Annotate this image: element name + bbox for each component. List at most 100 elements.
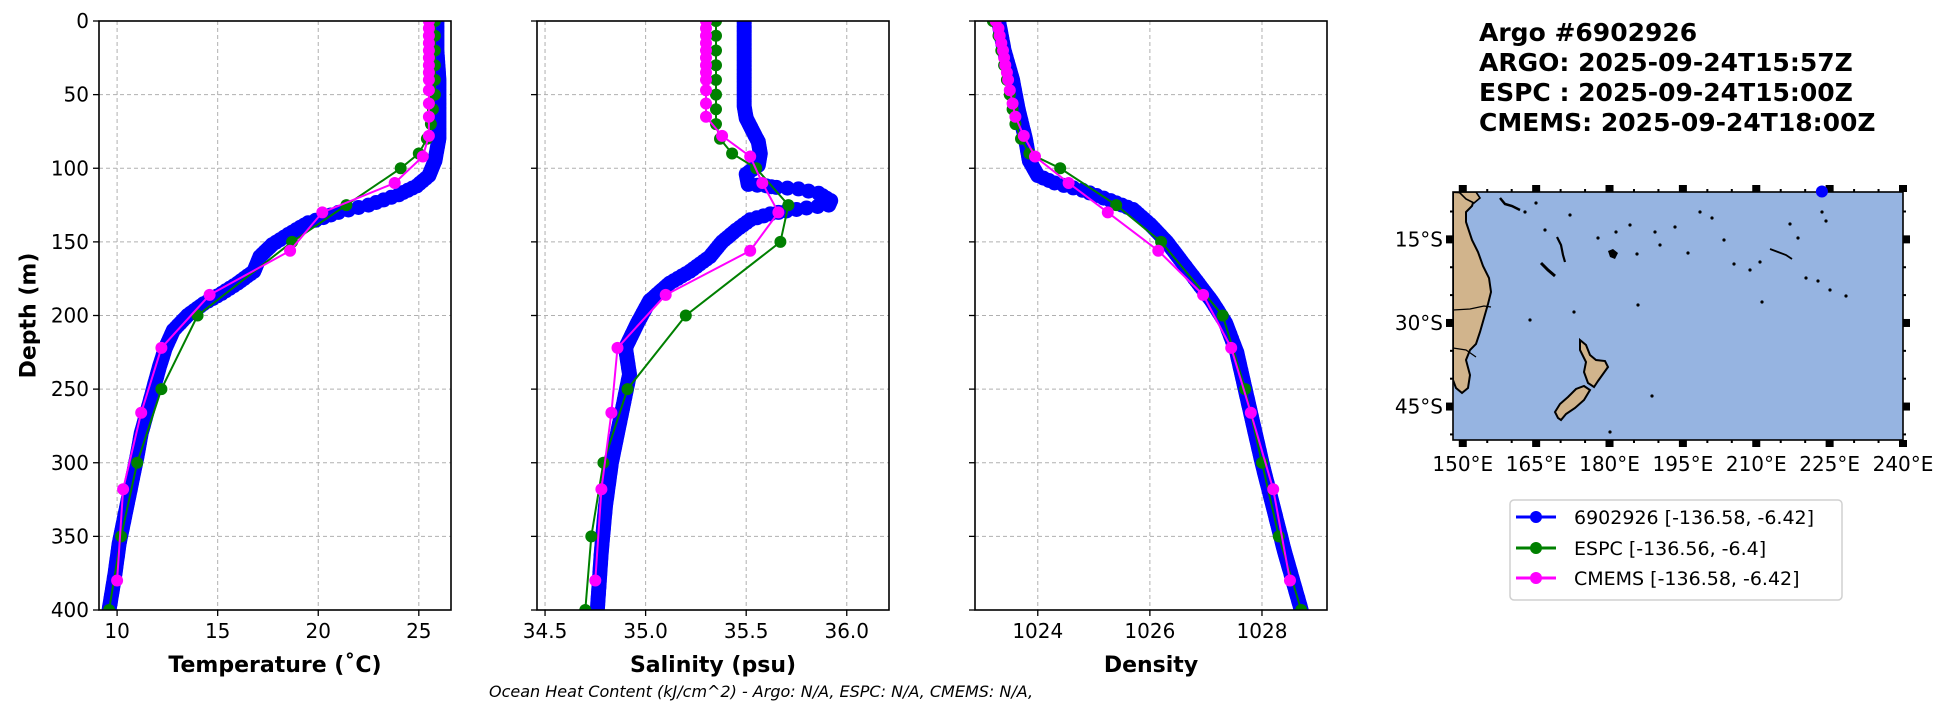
salinity-series-espc-point [710, 29, 722, 42]
map-lat-label: 45°S [1395, 395, 1443, 419]
island-dot [1732, 262, 1736, 266]
density-series-cmems-point [1267, 483, 1280, 496]
map-right-tick [1903, 235, 1910, 244]
cmems-timestamp: CMEMS: 2025-09-24T18:00Z [1479, 108, 1876, 137]
salinity-series-cmems-point [744, 244, 757, 257]
salinity-series-espc-point [782, 199, 795, 212]
temperature-series [101, 21, 447, 610]
density-grid [975, 21, 1327, 610]
density-series [986, 21, 1309, 610]
density-y-ticks [969, 20, 975, 611]
depth-y-axis-title: Depth (m) [17, 253, 42, 379]
fiji-islands [1608, 249, 1618, 259]
depth-y-tick-label: 250 [51, 377, 89, 401]
salinity-series-espc-point [710, 59, 722, 72]
temperature-series-cmems-point [203, 288, 216, 301]
density-x-axis-title: Density [1104, 653, 1198, 678]
temperature-series-espc-point [103, 604, 116, 610]
map-right-tick [1903, 402, 1910, 411]
papua-new-guinea-island [1457, 192, 1482, 204]
temperature-series-cmems-point [284, 244, 297, 257]
map-lon-label: 210°E [1726, 452, 1787, 476]
island-dot [1636, 303, 1640, 307]
map-ocean [1453, 192, 1903, 440]
island-dot [1686, 251, 1690, 255]
temperature-x-tick-label: 10 [104, 619, 129, 643]
map-frame [1452, 191, 1904, 441]
salinity-series-cmems-point [659, 288, 672, 301]
salinity-series-cmems-point [700, 73, 712, 86]
map-bottom-tick [1532, 440, 1541, 447]
temperature-series-cmems-point [388, 177, 401, 189]
density-series-espc-point [1110, 199, 1123, 212]
salinity-series-espc-point [774, 235, 787, 248]
legend-box [1509, 499, 1843, 601]
temperature-series-espc-point [155, 383, 168, 396]
temperature-y-ticks: 0 50 100 150 200 250 300 350 400 [51, 9, 99, 622]
map-top-tick [1605, 185, 1614, 192]
temperature-x-tick-label: 15 [205, 619, 230, 643]
salinity-series-espc-point [597, 456, 610, 469]
salinity-series-espc-point [710, 21, 722, 27]
legend-label-cmems: CMEMS [-136.58, -6.42] [1574, 568, 1800, 590]
salinity-x-tick-label: 35.0 [623, 619, 668, 643]
map-bottom-tick [1678, 440, 1687, 447]
map-bottom-tick [1752, 440, 1761, 447]
depth-y-tick-label: 200 [51, 304, 89, 328]
temperature-series-cmems-point [422, 84, 435, 97]
map-top-tick [1752, 185, 1761, 192]
density-series-cmems-line [994, 21, 1291, 581]
island-dot [1596, 236, 1600, 240]
legend-marker-argo [1530, 511, 1542, 523]
map-bottom-tick [1605, 440, 1614, 447]
island-dot [1828, 288, 1832, 292]
salinity-series-6902926-point [779, 180, 795, 196]
density-series-cmems-point [1002, 73, 1015, 86]
salinity-series-cmems-point [700, 110, 712, 123]
island-dot [1572, 310, 1576, 314]
salinity-series-espc-point [579, 604, 592, 610]
island-dot [1523, 210, 1527, 214]
salinity-series-espc-point [710, 88, 722, 101]
temperature-series-espc-point [394, 162, 407, 175]
map-lat-label: 30°S [1395, 311, 1443, 335]
map-lon-label: 240°E [1873, 452, 1934, 476]
salinity-series-cmems-point [605, 406, 618, 419]
density-series-cmems-point [1152, 244, 1165, 257]
salinity-x-tick-label: 34.5 [523, 619, 568, 643]
australia-border-line [1453, 305, 1492, 311]
density-series-cmems-point [1009, 110, 1022, 123]
new-caledonia [1539, 261, 1556, 278]
map-left-tick [1446, 235, 1453, 244]
density-series-cmems-point [1017, 129, 1030, 142]
map-top-tick [1825, 185, 1834, 192]
location-map: 150°E 165°E 180°E 195°E 210°E 225°E 240°E 15°S 3… [1395, 185, 1934, 476]
island-dot [1528, 318, 1532, 322]
density-series-cmems-point [1225, 341, 1238, 354]
australia-border-line-2 [1453, 347, 1477, 358]
temperature-series-cmems-line [116, 21, 430, 581]
temperature-series-espc [103, 21, 441, 610]
temperature-series-cmems-point [422, 110, 435, 123]
temperature-x-tick-label: 20 [306, 619, 331, 643]
info-block: Argo #6902926 ARGO: 2025-09-24T15:57Z ES… [1479, 18, 1876, 137]
depth-y-tick-label: 150 [51, 230, 89, 254]
density-x-tick-label: 1026 [1124, 619, 1175, 643]
temperature-series-cmems-point [422, 129, 435, 142]
island-dot [1650, 394, 1654, 398]
salinity-x-ticks: 34.5 35.0 35.5 36.0 [523, 610, 869, 643]
salinity-series-cmems [589, 21, 785, 587]
island-dot [1748, 268, 1752, 272]
island-dot [1658, 243, 1662, 247]
salinity-series-cmems-point [744, 150, 757, 163]
density-series-cmems-point [1197, 288, 1210, 301]
salinity-series-6902926-point [810, 199, 826, 214]
map-bottom-tick [1899, 440, 1907, 447]
island-dot [1760, 300, 1764, 304]
map-lon-label: 165°E [1506, 452, 1567, 476]
density-series-espc-point [1054, 162, 1067, 175]
salinity-x-tick-label: 36.0 [824, 619, 869, 643]
map-lon-label: 195°E [1652, 452, 1713, 476]
argo-float-location-marker[interactable] [1815, 185, 1828, 198]
